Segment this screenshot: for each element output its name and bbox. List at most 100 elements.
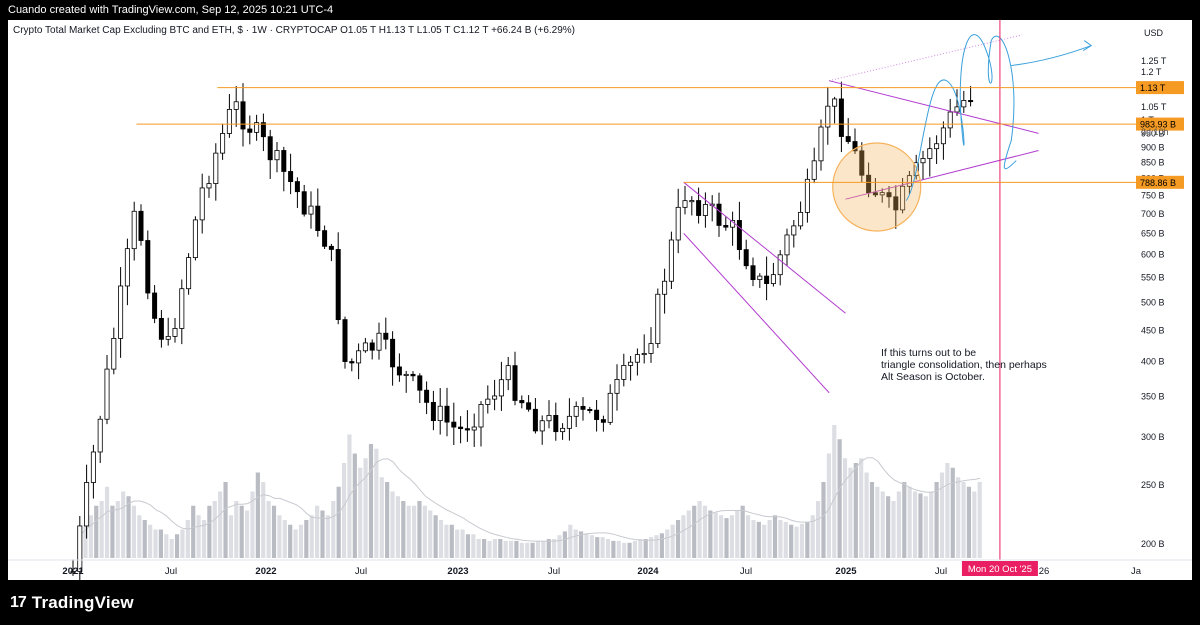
tradingview-logo-icon: 17	[10, 594, 27, 611]
volume-bar	[659, 533, 664, 558]
price-tag-label: 788.86 B	[1140, 178, 1176, 188]
annotation-line-2[interactable]: triangle consolidation, then perhaps	[881, 359, 1047, 371]
time-axis[interactable]: 2021 Jul 2022 Jul 2023 Jul 2024 Jul 2025 Jul 26 Ja	[8, 559, 1192, 577]
volume-bar	[745, 515, 751, 558]
volume-bar	[880, 491, 885, 558]
candle-body	[750, 265, 756, 281]
volume-bar	[180, 529, 185, 558]
volume-bar	[589, 535, 594, 558]
volume-bar	[99, 501, 104, 558]
symbol-title[interactable]: Crypto Total Market Cap Excluding BTC an…	[13, 25, 338, 36]
volume-bar	[627, 542, 632, 558]
volume-ma-line	[80, 457, 981, 542]
candle-body	[764, 275, 770, 284]
volume-bar	[923, 496, 928, 558]
candle-body	[274, 150, 280, 161]
volume-bar	[729, 515, 735, 558]
price-chart[interactable]: Mon 20 Oct '25 1.25 T1.2 T1.12 T1.05 T1 …	[8, 20, 1192, 580]
x-tick-label: Jul	[935, 566, 947, 577]
volume-bar	[309, 515, 314, 558]
volume-bar	[541, 540, 546, 558]
volume-bar	[557, 535, 562, 558]
volume-bar	[702, 505, 708, 558]
candle-body	[872, 192, 878, 196]
volume-bar	[395, 496, 401, 558]
candle-body	[934, 143, 940, 150]
volume-bar	[304, 520, 309, 558]
candle-body	[675, 206, 681, 241]
volume-bar	[196, 515, 201, 558]
high-value: H1.13 T	[378, 25, 414, 36]
candle-body	[390, 338, 396, 368]
volume-bar	[675, 520, 681, 558]
volume-bar	[261, 482, 266, 558]
price-tag-background	[1136, 117, 1184, 131]
candle-body	[84, 482, 90, 527]
candle-body	[798, 211, 804, 227]
volume-bar	[428, 510, 433, 558]
volume-bar	[239, 505, 244, 558]
candle-body	[254, 122, 260, 133]
y-tick-label: 1.25 T	[1141, 56, 1167, 66]
candle-body	[648, 343, 654, 354]
volume-bar	[250, 491, 255, 558]
candle-body	[179, 288, 185, 329]
volume-bar	[562, 531, 568, 558]
volume-bar	[638, 539, 643, 558]
volume-bar	[552, 539, 557, 558]
volume-bar	[358, 467, 363, 558]
volume-bar	[530, 542, 535, 558]
y-tick-label: 550 B	[1141, 272, 1165, 282]
candle-body	[111, 338, 117, 370]
candle-body	[213, 152, 219, 184]
volume-bar	[223, 482, 228, 558]
volume-bar	[735, 510, 740, 558]
candle-body	[607, 392, 613, 423]
volume-bar	[282, 520, 287, 558]
candle-body	[267, 136, 273, 161]
volume-bar	[832, 425, 837, 558]
tradingview-logo[interactable]: 17 TradingView	[10, 593, 134, 613]
volume-bars	[78, 425, 982, 558]
descending-channel-top	[683, 181, 846, 314]
volume-bar	[616, 540, 621, 558]
countdown-label: 2d 10h	[1141, 127, 1169, 137]
chart-panel[interactable]: Mon 20 Oct '25 1.25 T1.2 T1.12 T1.05 T1 …	[8, 20, 1192, 580]
candle-body	[233, 101, 239, 110]
candle-body	[940, 127, 946, 145]
volume-bar	[174, 534, 180, 558]
open-value: O1.05 T	[340, 25, 376, 36]
volume-bar	[298, 524, 304, 558]
annotation-line-3[interactable]: Alt Season is October.	[881, 371, 985, 383]
volume-bar	[503, 540, 508, 558]
candle-body	[199, 187, 205, 221]
volume-bar	[390, 491, 395, 558]
footer-bar	[0, 580, 1200, 625]
x-tick-label: Ja	[1131, 566, 1142, 577]
currency-label: USD	[1144, 28, 1164, 38]
volume-bar	[697, 501, 702, 558]
y-tick-label: 700 B	[1141, 209, 1165, 219]
volume-bar	[471, 534, 476, 558]
candle-body	[655, 293, 661, 344]
candle-body	[464, 428, 470, 431]
x-tick-label: 2023	[447, 566, 468, 577]
volume-bar	[293, 529, 298, 558]
candle-body	[566, 415, 572, 429]
candle-body	[186, 257, 192, 290]
price-tag-background	[1136, 175, 1184, 189]
low-value: L1.05 T	[416, 25, 451, 36]
triangle-lower-line	[845, 150, 1039, 200]
volume-bar	[622, 542, 627, 558]
annotation-line-1[interactable]: If this turns out to be	[881, 347, 976, 359]
candle-body	[954, 106, 960, 113]
volume-bar	[508, 540, 514, 558]
volume-bar	[713, 512, 718, 558]
volume-bar	[686, 510, 691, 558]
volume-bar	[649, 537, 654, 558]
volume-bar	[826, 453, 831, 558]
candle-body	[172, 328, 178, 337]
volume-bar	[444, 524, 449, 558]
volume-bar	[83, 524, 88, 558]
candle-body	[505, 365, 511, 381]
